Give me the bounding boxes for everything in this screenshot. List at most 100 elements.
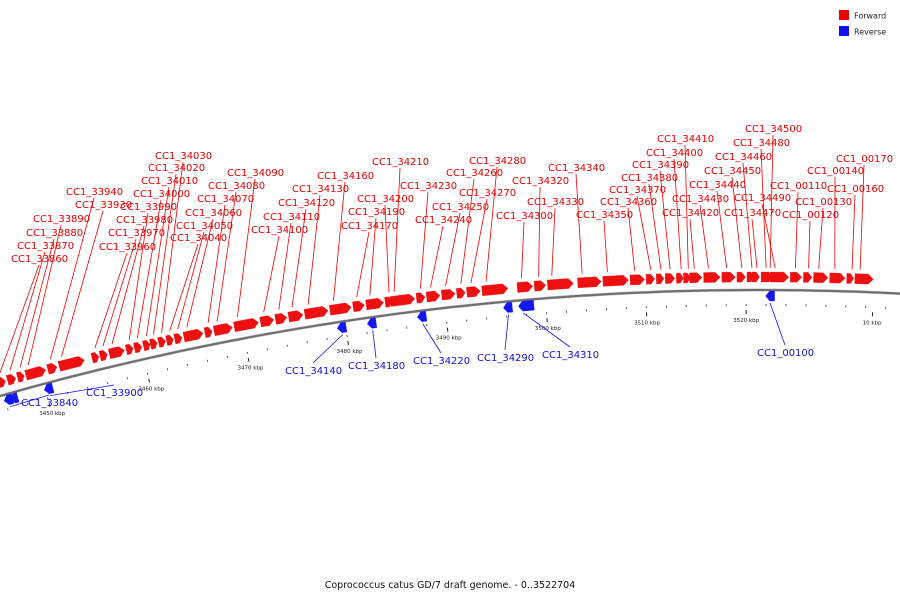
leader-forward (485, 166, 498, 282)
gene-label-forward: CC1_34010 (141, 176, 198, 187)
gene-forward-shape (259, 315, 274, 328)
leader-forward (102, 238, 137, 347)
gene-forward-shape (813, 272, 829, 283)
gene-label-forward: CC1_34340 (548, 163, 605, 174)
gene-forward (352, 300, 365, 312)
minor-tick (27, 402, 29, 405)
gene-label-forward: CC1_34280 (469, 156, 526, 167)
gene-label-forward: CC1_33870 (17, 241, 74, 252)
legend-label-forward: Forward (854, 12, 886, 21)
leader-forward (761, 203, 776, 269)
gene-label-reverse: CC1_34310 (542, 350, 599, 361)
gene-forward-shape (456, 287, 466, 299)
leader-forward (684, 144, 689, 269)
gene-forward (173, 333, 183, 345)
gene-label-forward: CC1_00130 (795, 197, 852, 208)
gene-label-forward: CC1_34000 (133, 189, 190, 200)
gene-forward-shape (803, 272, 813, 283)
gene-forward-shape (602, 275, 629, 287)
gene-forward-shape (770, 271, 789, 283)
gene-forward-shape (481, 283, 509, 296)
gene-forward (770, 271, 789, 283)
gene-forward (124, 343, 134, 355)
leader-forward (470, 198, 488, 284)
gene-label-forward: CC1_34030 (155, 151, 212, 162)
gene-forward-shape (133, 342, 142, 354)
axis-tick-label: 3450 kbp (39, 411, 65, 417)
gene-forward (16, 371, 25, 383)
gene-forward-shape (389, 293, 415, 307)
gene-forward (133, 342, 142, 354)
gene-forward (790, 271, 803, 283)
gene-forward-shape (303, 306, 329, 320)
gene-label-reverse: CC1_34290 (477, 353, 534, 364)
gene-label-forward: CC1_34250 (432, 202, 489, 213)
gene-forward (577, 276, 602, 289)
gene-forward (736, 271, 746, 283)
gene-reverse (43, 382, 55, 395)
gene-forward (142, 340, 151, 352)
genes (0, 271, 874, 405)
leader-forward (419, 191, 429, 289)
gene-label-forward: CC1_33890 (33, 214, 90, 225)
gene-label-forward: CC1_00110 (770, 181, 827, 192)
leader-forward (603, 220, 608, 273)
gene-forward (149, 338, 158, 350)
leader-forward (731, 176, 743, 269)
gene-forward-shape (287, 310, 304, 323)
gene-label-reverse: CC1_33900 (86, 388, 143, 399)
gene-forward-shape (577, 276, 602, 289)
gene-forward-shape (547, 278, 574, 291)
leader-forward (369, 217, 377, 296)
leader-forward (356, 231, 370, 298)
leader-forward (460, 178, 475, 285)
gene-label-forward: CC1_34240 (415, 215, 472, 226)
gene-forward (165, 334, 174, 346)
axis-tick-label: 3470 kbp (237, 366, 263, 372)
gene-label-forward: CC1_34350 (576, 210, 633, 221)
gene-label-forward: CC1_34040 (170, 233, 227, 244)
gene-forward-shape (90, 352, 100, 364)
legend: Forward Reverse (839, 10, 886, 37)
gene-forward (157, 336, 166, 348)
gene-forward (365, 298, 384, 311)
leader-forward (307, 194, 321, 305)
leader-forward (636, 195, 652, 271)
gene-forward (516, 281, 533, 293)
gene-forward (287, 310, 304, 323)
leader-forward (689, 218, 695, 269)
gene-forward (274, 313, 288, 325)
gene-forward-shape (466, 286, 481, 298)
gene-reverse-shape (3, 393, 15, 405)
gene-forward (466, 286, 481, 298)
gene-reverse-shape (10, 392, 20, 404)
gene-label-forward: CC1_34260 (446, 168, 503, 179)
gene-label-forward: CC1_34360 (600, 197, 657, 208)
gene-forward (751, 271, 760, 283)
leader-reverse (504, 314, 509, 351)
gene-label-forward: CC1_00120 (782, 210, 839, 221)
leader-forward (769, 134, 774, 269)
gene-forward (676, 272, 684, 284)
leader-forward (716, 190, 728, 269)
gene-label-forward: CC1_00160 (827, 184, 884, 195)
gene-forward (24, 366, 46, 381)
gene-reverse (367, 317, 378, 329)
gene-forward (98, 350, 108, 362)
gene-forward-shape (98, 350, 108, 362)
leader-reverse (10, 394, 50, 407)
gene-forward (665, 273, 676, 284)
leader-forward (177, 231, 205, 330)
gene-forward (46, 363, 58, 375)
leader-reverse (372, 330, 377, 359)
gene-forward-shape (124, 343, 134, 355)
map-caption: Coprococcus catus GD/7 draft genome. - 0… (325, 580, 576, 591)
gene-label-reverse: CC1_33840 (21, 398, 78, 409)
gene-label-reverse: CC1_00100 (757, 348, 814, 359)
gene-reverse (3, 393, 15, 405)
gene-label-forward: CC1_34160 (317, 171, 374, 182)
gene-forward-shape (352, 300, 365, 312)
gene-forward (203, 326, 213, 338)
leader-forward (278, 222, 292, 310)
